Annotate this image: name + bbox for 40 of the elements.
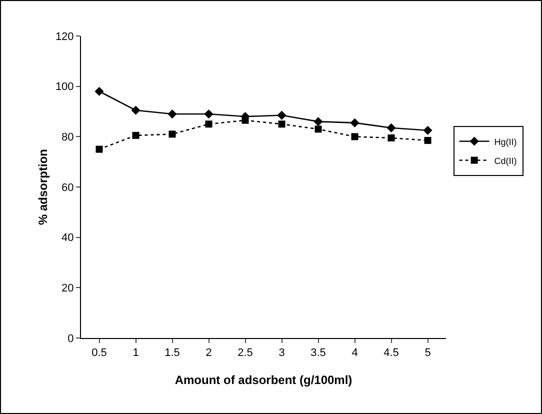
- x-axis-title: Amount of adsorbent (g/100ml): [174, 373, 352, 387]
- point: [96, 146, 103, 153]
- point: [424, 136, 432, 144]
- point: [386, 123, 396, 132]
- y-tick-label: 100: [55, 81, 74, 94]
- x-tick-label: 5: [424, 347, 431, 360]
- x-tick-label: 0.5: [92, 347, 107, 360]
- point: [423, 126, 432, 135]
- point: [204, 109, 214, 119]
- x-tick-label: 1: [132, 347, 139, 360]
- y-tick-label: 20: [62, 282, 74, 295]
- y-tick-label: 80: [62, 132, 74, 144]
- point: [388, 134, 395, 142]
- point: [242, 116, 249, 124]
- point: [132, 132, 140, 139]
- point: [314, 117, 323, 126]
- x-tick-label: 4.5: [384, 347, 399, 360]
- point: [131, 106, 140, 115]
- point: [168, 109, 177, 119]
- legend-label: Hg(II): [494, 136, 517, 147]
- point: [351, 133, 358, 140]
- x-tick-label: 4: [352, 347, 358, 360]
- y-tick-label: 0: [68, 332, 74, 345]
- point: [205, 120, 212, 128]
- point: [350, 118, 360, 128]
- y-axis-title: % adsorption: [36, 148, 50, 226]
- point: [94, 86, 104, 96]
- legend-label: Cd(II): [494, 156, 517, 166]
- x-tick-label: 3.5: [310, 347, 326, 360]
- x-tick-label: 2: [206, 347, 212, 360]
- y-tick-label: 120: [55, 30, 74, 43]
- x-tick-label: 2.5: [238, 347, 253, 360]
- x-tick-label: 3: [278, 347, 285, 360]
- point: [278, 120, 286, 128]
- x-tick-label: 1.5: [164, 347, 180, 360]
- y-tick-label: 40: [62, 232, 74, 244]
- point: [314, 126, 322, 133]
- point: [277, 110, 286, 120]
- point: [168, 130, 176, 138]
- y-tick-label: 60: [62, 182, 74, 194]
